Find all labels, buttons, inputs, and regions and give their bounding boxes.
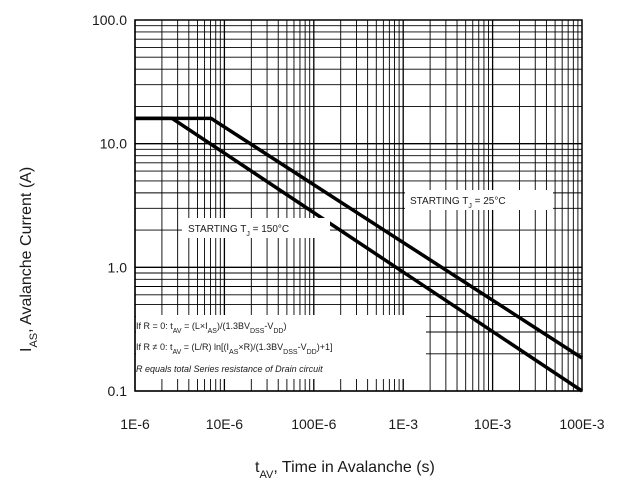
formula-box xyxy=(136,315,426,379)
x-tick-label: 10E-6 xyxy=(206,416,244,432)
series-label-25c-text: STARTING TJ = 25°C xyxy=(410,196,506,210)
plot-frame xyxy=(134,19,583,392)
series-label-150c-text: STARTING TJ = 150°C xyxy=(188,224,289,238)
y-tick-label: 1.0 xyxy=(108,259,128,275)
series-lines xyxy=(135,116,583,393)
x-tick-label: 1E-3 xyxy=(388,416,418,432)
y-tick-label: 0.1 xyxy=(108,383,128,399)
tick-labels: 1E-6 10E-6 100E-6 1E-3 10E-3 100E-3 0.1 1.0 10.0… xyxy=(92,12,605,432)
x-tick-label: 10E-3 xyxy=(474,416,512,432)
x-tick-label: 1E-6 xyxy=(120,416,150,432)
y-tick-label: 10.0 xyxy=(100,136,127,152)
y-axis-label: IAS, Avalanche Current (A) xyxy=(18,167,40,352)
x-axis-label: tAV, Time in Avalanche (s) xyxy=(255,459,435,481)
formula-note: R equals total Series resistance of Drai… xyxy=(136,364,323,374)
series-label-25c: STARTING TJ = 25°C xyxy=(405,190,553,210)
formula-r-nonzero: If R ≠ 0: tAV = (L/R) ln[(IAS×R)/(1.3BVD… xyxy=(136,342,332,356)
series-line-150c xyxy=(135,116,583,393)
x-tick-label: 100E-3 xyxy=(559,416,604,432)
y-tick-label: 100.0 xyxy=(92,12,127,28)
series-label-150c: STARTING TJ = 150°C xyxy=(182,218,330,238)
formula-r-zero: If R = 0: tAV = (L×IAS)/(1.3BVDSS-VDD) xyxy=(136,321,287,335)
x-tick-label: 100E-6 xyxy=(291,416,336,432)
